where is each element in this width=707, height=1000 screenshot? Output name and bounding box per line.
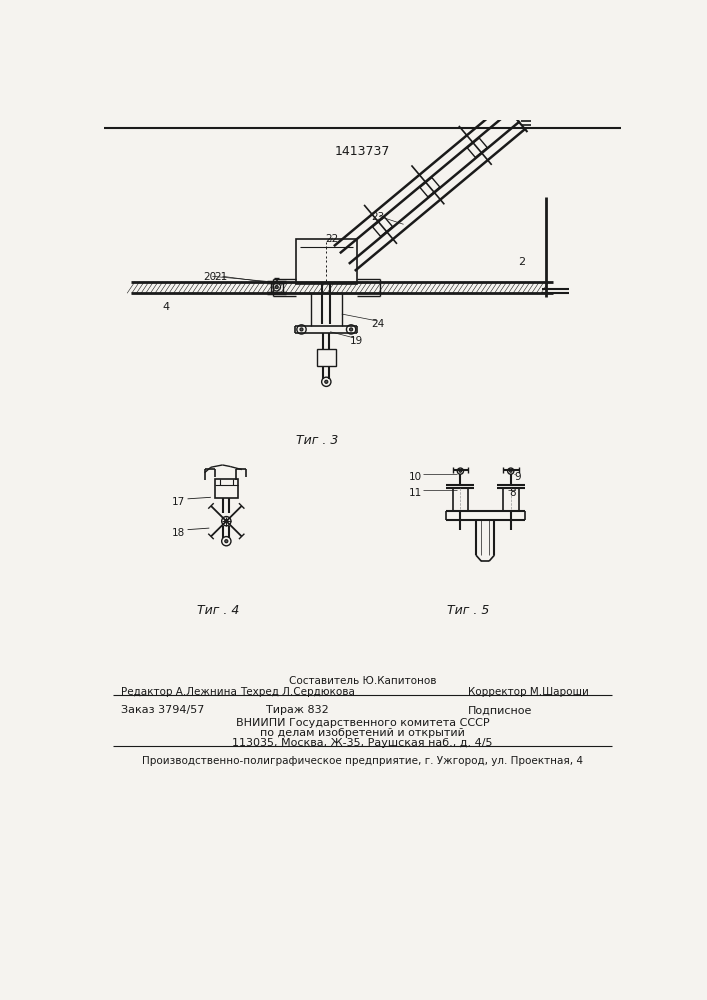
Bar [452,488,468,511]
Text: 17: 17 [172,497,185,507]
Text: Τиг . 4: Τиг . 4 [197,604,240,617]
Text: Производственно-полиграфическое предприятие, г. Ужгород, ул. Проектная, 4: Производственно-полиграфическое предприя… [142,756,583,766]
Circle shape [225,540,228,543]
Text: Корректор М.Шароши: Корректор М.Шароши [468,687,589,697]
Circle shape [300,328,303,331]
Bar [503,488,518,511]
Text: 1413737: 1413737 [335,145,390,158]
Text: 9: 9 [515,472,521,482]
Text: 8: 8 [509,488,516,498]
Bar [271,283,283,292]
Text: 22: 22 [325,234,338,244]
Text: 24: 24 [371,319,385,329]
Bar [215,479,238,498]
Text: Техред Л.Сердюкова: Техред Л.Сердюкова [240,687,355,697]
Text: 2: 2 [518,257,525,267]
Text: 10: 10 [409,472,421,482]
Text: Τиг . 3: Τиг . 3 [296,434,338,447]
Text: Тираж 832: Тираж 832 [267,705,329,715]
Circle shape [510,470,512,472]
Text: 23: 23 [371,212,385,222]
Bar [296,239,356,284]
Text: ВНИИПИ Государственного комитета СССР: ВНИИПИ Государственного комитета СССР [236,718,489,728]
Text: Редактор А.Лежнина: Редактор А.Лежнина [121,687,237,697]
Text: Подписное: Подписное [468,705,532,715]
Text: Составитель Ю.Капитонов: Составитель Ю.Капитонов [289,676,436,686]
Text: по делам изобретений и открытий: по делам изобретений и открытий [260,728,465,738]
Circle shape [275,286,279,289]
Text: 18: 18 [172,528,185,538]
Text: 11: 11 [409,488,421,498]
Circle shape [460,470,462,472]
Circle shape [349,328,353,331]
Bar [317,349,336,366]
Text: Τиг . 5: Τиг . 5 [447,604,489,617]
Circle shape [225,520,228,523]
Text: 20: 20 [203,272,216,282]
Circle shape [325,380,328,383]
Text: 21: 21 [214,272,227,282]
Text: 113035, Москва, Ж-35, Раушская наб., д. 4/5: 113035, Москва, Ж-35, Раушская наб., д. … [233,738,493,748]
Text: 19: 19 [349,336,363,346]
Text: 4: 4 [162,302,169,312]
Text: Заказ 3794/57: Заказ 3794/57 [121,705,204,715]
